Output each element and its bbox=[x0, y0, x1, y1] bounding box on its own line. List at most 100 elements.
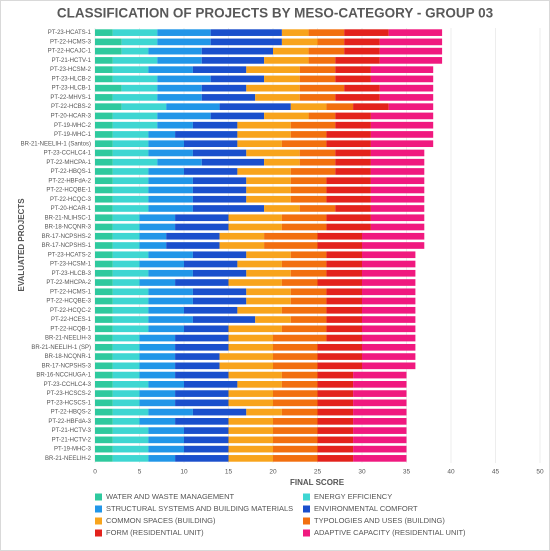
bar-segment bbox=[95, 242, 113, 249]
bar-segment bbox=[219, 353, 273, 360]
bar-segment bbox=[370, 140, 434, 148]
y-tick-label: PT-22-HBQS-2 bbox=[51, 410, 92, 416]
y-tick-label: BR-18-NCQNR-1 bbox=[45, 354, 92, 360]
bar-segment bbox=[95, 140, 113, 148]
bar-segment bbox=[121, 47, 149, 55]
bar-segment bbox=[95, 297, 113, 305]
bar-segment bbox=[370, 66, 434, 73]
bar-segment bbox=[148, 195, 193, 203]
bar-segment bbox=[228, 390, 273, 397]
bar-segment bbox=[362, 316, 416, 323]
bar-segment bbox=[228, 455, 273, 462]
bar-segment bbox=[175, 390, 229, 397]
bar-segment bbox=[95, 390, 113, 397]
bar-segment bbox=[219, 232, 265, 240]
bar-segment bbox=[308, 57, 336, 64]
bar-segment bbox=[379, 47, 443, 55]
bars: PT-23-HCATS-1 PT-22-HCMS-3 PT-22-HCAJC-1 PT… bbox=[21, 29, 443, 462]
bar-segment bbox=[273, 362, 318, 370]
bar-segment bbox=[281, 408, 318, 416]
bar-segment bbox=[112, 177, 149, 185]
bar-segment bbox=[353, 445, 407, 453]
bar-segment bbox=[112, 260, 140, 268]
bar-segment bbox=[370, 223, 425, 231]
bar-segment bbox=[228, 418, 273, 425]
bar-segment bbox=[95, 84, 122, 92]
bar-segment bbox=[139, 214, 176, 222]
bar-segment bbox=[112, 242, 140, 249]
bar-segment bbox=[273, 353, 318, 360]
y-tick-label: PT-23-HLCB-3 bbox=[52, 271, 92, 277]
bar-segment bbox=[192, 177, 247, 185]
bar-segment bbox=[264, 75, 300, 83]
legend: WATER AND WASTE MANAGEMENT ENERGY EFFICIE… bbox=[95, 492, 466, 537]
bar-segment bbox=[139, 223, 176, 231]
bar-segment bbox=[326, 195, 371, 203]
legend-swatch bbox=[303, 505, 310, 513]
bar-segment bbox=[210, 112, 265, 120]
bar-segment bbox=[192, 195, 247, 203]
legend-swatch bbox=[303, 493, 310, 501]
bar-segment bbox=[255, 94, 300, 101]
bar-segment bbox=[192, 205, 265, 212]
legend-swatch bbox=[303, 529, 310, 537]
bar-segment bbox=[175, 399, 229, 407]
bar-segment bbox=[335, 205, 371, 212]
bar-segment bbox=[335, 168, 371, 175]
bar-segment bbox=[317, 371, 354, 379]
bar-segment bbox=[228, 427, 273, 434]
bar-segment bbox=[112, 29, 158, 36]
bar-segment bbox=[192, 269, 247, 277]
bar-segment bbox=[353, 455, 407, 462]
legend-label: TYPOLOGIES AND USES (BUILDING) bbox=[314, 516, 445, 525]
y-tick-label: BR-21-NEELIH-1 (Santos) bbox=[21, 141, 91, 147]
bar-segment bbox=[95, 343, 113, 351]
bar-segment bbox=[344, 29, 389, 36]
bar-segment bbox=[281, 371, 318, 379]
bar-segment bbox=[95, 269, 113, 277]
bar-segment bbox=[228, 334, 273, 342]
bar-segment bbox=[273, 418, 318, 425]
bar-segment bbox=[192, 316, 256, 323]
legend-label: COMMON SPACES (BUILDING) bbox=[106, 516, 216, 525]
bar-segment bbox=[273, 334, 327, 342]
bar-segment bbox=[112, 306, 149, 314]
y-tick-label: PT-22-HCMS-1 bbox=[50, 289, 92, 295]
bar-segment bbox=[112, 131, 149, 138]
y-tick-label: PT-22-MHVS-1 bbox=[50, 95, 91, 101]
bar-segment bbox=[95, 38, 122, 46]
bar-segment bbox=[281, 214, 327, 222]
bar-segment bbox=[317, 408, 354, 416]
bar-segment bbox=[326, 186, 371, 194]
bar-segment bbox=[112, 445, 149, 453]
bar-segment bbox=[264, 57, 309, 64]
y-tick-label: PT-23-CCHLC4-1 bbox=[44, 151, 92, 157]
bar-segment bbox=[246, 195, 291, 203]
bar-segment bbox=[95, 205, 113, 212]
bar-segment bbox=[148, 445, 184, 453]
bar-segment bbox=[237, 260, 282, 268]
bar-segment bbox=[175, 279, 229, 286]
bar-segment bbox=[175, 455, 229, 462]
bar-segment bbox=[362, 251, 416, 259]
bar-segment bbox=[370, 177, 425, 185]
bar-segment bbox=[290, 288, 327, 296]
bar-segment bbox=[308, 29, 345, 36]
x-tick-label: 10 bbox=[180, 469, 188, 476]
bar-segment bbox=[112, 325, 149, 333]
legend-label: STRUCTURAL SYSTEMS AND BUILDING MATERIAL… bbox=[106, 504, 293, 513]
bar-segment bbox=[299, 94, 336, 101]
bar-segment bbox=[95, 158, 113, 166]
bar-segment bbox=[317, 390, 354, 397]
bar-segment bbox=[112, 186, 149, 194]
bar-segment bbox=[264, 158, 300, 166]
bar-segment bbox=[379, 94, 434, 101]
bar-segment bbox=[210, 38, 282, 46]
bar-segment bbox=[317, 427, 354, 434]
bar-segment bbox=[370, 121, 434, 129]
bar-segment bbox=[175, 362, 220, 370]
y-tick-label: BR-17-NCPSHS-2 bbox=[42, 234, 92, 240]
bar-segment bbox=[184, 140, 238, 148]
bar-segment bbox=[95, 445, 113, 453]
legend-swatch bbox=[95, 505, 102, 513]
